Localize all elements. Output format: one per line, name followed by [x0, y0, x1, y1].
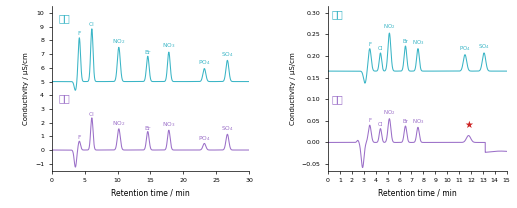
- Text: PO$_4$: PO$_4$: [459, 44, 471, 53]
- Text: 劣化: 劣化: [331, 95, 343, 105]
- Text: Cl: Cl: [89, 22, 95, 27]
- Text: F: F: [78, 135, 81, 140]
- Text: 正常: 正常: [331, 9, 343, 19]
- Text: 劣化: 劣化: [58, 93, 70, 103]
- Text: NO$_2$: NO$_2$: [383, 108, 396, 117]
- Text: 正常: 正常: [58, 13, 70, 23]
- Text: F: F: [78, 31, 81, 36]
- Text: Cl: Cl: [89, 112, 95, 117]
- Text: PO$_4$: PO$_4$: [198, 134, 210, 143]
- X-axis label: Retention time / min: Retention time / min: [378, 189, 457, 198]
- Text: NO$_3$: NO$_3$: [412, 38, 424, 47]
- Y-axis label: Conductivity / μS/cm: Conductivity / μS/cm: [23, 52, 29, 125]
- Text: Br: Br: [403, 119, 408, 124]
- Text: F: F: [368, 118, 371, 123]
- Text: F: F: [368, 42, 371, 47]
- Text: NO$_2$: NO$_2$: [112, 37, 126, 46]
- Text: Cl: Cl: [378, 122, 383, 127]
- Y-axis label: Conductivity / μS/cm: Conductivity / μS/cm: [290, 52, 296, 125]
- X-axis label: Retention time / min: Retention time / min: [111, 189, 190, 198]
- Text: NO$_3$: NO$_3$: [412, 117, 424, 126]
- Text: NO$_2$: NO$_2$: [383, 22, 396, 31]
- Text: NO$_3$: NO$_3$: [162, 120, 175, 129]
- Text: NO$_2$: NO$_2$: [112, 119, 126, 128]
- Text: Br: Br: [145, 50, 151, 54]
- Text: PO$_4$: PO$_4$: [198, 58, 210, 67]
- Text: SO$_4$: SO$_4$: [478, 42, 490, 51]
- Text: ★: ★: [464, 120, 473, 130]
- Text: Br: Br: [403, 39, 408, 44]
- Text: SO$_4$: SO$_4$: [221, 125, 234, 134]
- Text: Br: Br: [145, 126, 151, 131]
- Text: NO$_3$: NO$_3$: [162, 42, 175, 51]
- Text: Cl: Cl: [378, 46, 383, 51]
- Text: SO$_4$: SO$_4$: [221, 50, 234, 59]
